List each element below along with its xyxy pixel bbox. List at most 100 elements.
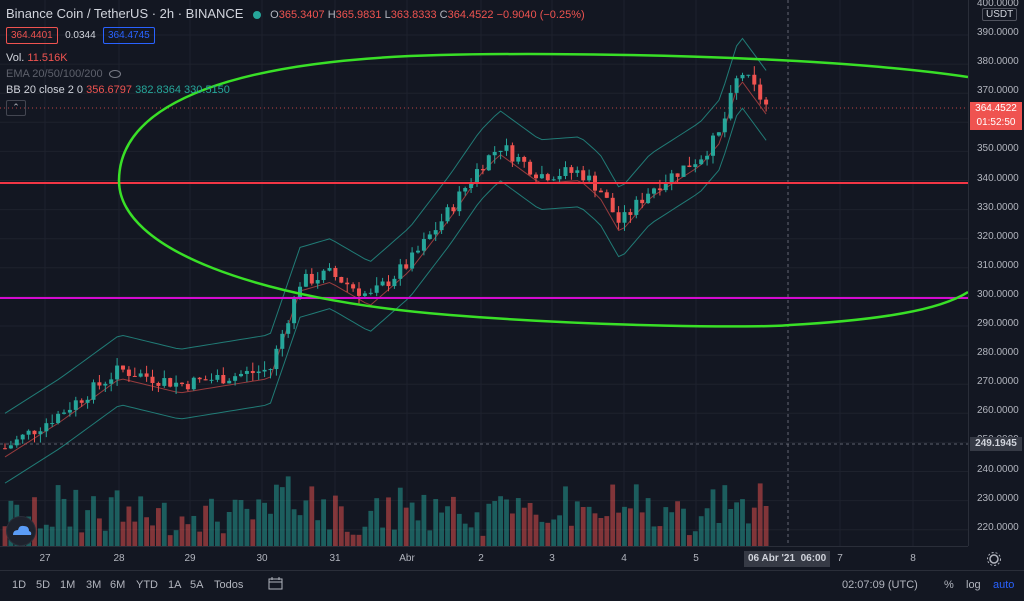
- range-button-1d[interactable]: 1D: [12, 579, 27, 591]
- volume-bar: [209, 498, 214, 546]
- candle-body: [486, 155, 491, 171]
- volume-bar: [315, 520, 321, 546]
- candle-body: [463, 188, 468, 192]
- volume-bar: [675, 501, 680, 546]
- price-tick: 230.0000: [977, 492, 1019, 504]
- ema-legend[interactable]: EMA 20/50/100/200: [6, 68, 585, 80]
- bb-basis: [4, 81, 767, 458]
- utc-clock[interactable]: 02:07:09 (UTC): [842, 579, 918, 591]
- volume-bar: [191, 515, 197, 546]
- price-tick: 270.0000: [977, 376, 1019, 388]
- price-tick: 260.0000: [977, 405, 1019, 417]
- candle-body: [138, 373, 143, 377]
- volume-bar: [61, 498, 67, 546]
- candle-body: [510, 145, 515, 162]
- market-open-icon: [252, 10, 261, 19]
- time-tick: Abr: [399, 553, 415, 564]
- candle-body: [587, 175, 592, 181]
- candle-body: [115, 365, 120, 380]
- time-tick: 3: [549, 553, 555, 564]
- chart-area[interactable]: Binance Coin / TetherUS · 2h · BINANCE O…: [0, 0, 968, 546]
- bb-upper-band: [4, 37, 767, 414]
- candle-body: [174, 382, 179, 387]
- collapse-legend-button[interactable]: ⌃: [6, 100, 26, 116]
- candle-body: [575, 170, 580, 173]
- price-axis[interactable]: USDT 400.0000390.0000380.0000370.0000360…: [968, 0, 1024, 546]
- volume-bar: [574, 501, 580, 546]
- price-tick: 310.0000: [977, 259, 1019, 271]
- candle-body: [73, 400, 78, 410]
- auto-scale-toggle[interactable]: auto: [993, 579, 1015, 591]
- last-price-label: 364.4522: [970, 102, 1022, 116]
- candle-body: [469, 182, 474, 189]
- candle-body: [315, 280, 320, 284]
- candle-body: [374, 285, 379, 293]
- candle-body: [427, 234, 432, 240]
- candle-body: [180, 382, 184, 384]
- candle-body: [657, 188, 662, 191]
- candle-body: [298, 286, 302, 298]
- candle-body: [752, 74, 757, 85]
- volume-bar: [250, 519, 256, 546]
- volume-bar: [645, 498, 651, 546]
- range-button-ytd[interactable]: YTD: [136, 579, 158, 591]
- symbol-title[interactable]: Binance Coin / TetherUS · 2h · BINANCE: [6, 6, 244, 21]
- candle-body: [67, 409, 72, 413]
- candle-body: [598, 190, 603, 193]
- volume-bar: [687, 535, 692, 546]
- volume-bar: [698, 516, 704, 546]
- volume-bar: [321, 499, 326, 546]
- volume-bar: [55, 485, 61, 546]
- range-button-5d[interactable]: 5D: [36, 579, 51, 591]
- volume-bar: [663, 507, 669, 546]
- price-tick: 380.0000: [977, 56, 1019, 68]
- settings-gear-icon[interactable]: [986, 551, 1002, 567]
- range-button-5a[interactable]: 5A: [190, 579, 204, 591]
- candle-body: [26, 430, 31, 435]
- volume-bar: [79, 532, 85, 546]
- time-tick: 27: [39, 553, 51, 564]
- candle-body: [516, 156, 521, 162]
- volume-bar: [445, 506, 450, 546]
- time-tick: 29: [184, 553, 196, 564]
- time-tick: 30: [256, 553, 268, 564]
- candle-body: [38, 431, 43, 435]
- price-chart[interactable]: [0, 0, 968, 546]
- price-tick: 240.0000: [977, 463, 1019, 475]
- volume-bar: [150, 525, 155, 546]
- buy-price-button[interactable]: 364.4745: [103, 27, 155, 44]
- candle-body: [333, 268, 338, 277]
- sell-price-button[interactable]: 364.4401: [6, 27, 58, 44]
- volume-bar: [126, 506, 132, 546]
- price-tick: 290.0000: [977, 318, 1019, 329]
- currency-label[interactable]: USDT: [982, 8, 1018, 21]
- range-button-todos[interactable]: Todos: [214, 579, 244, 591]
- volume-bar: [498, 496, 503, 546]
- bb-legend[interactable]: BB 20 close 2 0 356.6797 382.8364 330.51…: [6, 84, 230, 96]
- time-axis[interactable]: 27 28 29 30 31 Abr 2 3 4 5 7 8 06 Abr '21 06:00: [0, 546, 1001, 571]
- candle-body: [321, 270, 326, 281]
- date-range-calendar-icon[interactable]: [268, 577, 284, 591]
- volume-bar: [580, 507, 586, 546]
- volume-bar: [421, 494, 427, 546]
- tradingview-logo[interactable]: [6, 516, 36, 546]
- candle-body: [380, 281, 385, 286]
- range-button-6m[interactable]: 6M: [110, 579, 126, 591]
- volume-bar: [303, 500, 309, 546]
- candle-body: [144, 373, 149, 377]
- volume-bar: [374, 498, 380, 546]
- candle-body: [557, 175, 562, 180]
- volume-bar: [392, 529, 397, 546]
- range-button-1m[interactable]: 1M: [60, 579, 76, 591]
- percent-scale-toggle[interactable]: %: [944, 579, 954, 591]
- range-button-1a[interactable]: 1A: [168, 579, 182, 591]
- hidden-eye-icon[interactable]: [108, 70, 121, 79]
- candle-body: [628, 212, 633, 215]
- volume-bar: [592, 513, 598, 546]
- time-tick: 5: [693, 553, 699, 564]
- volume-bar: [474, 512, 480, 546]
- volume-legend[interactable]: Vol. 11.516K: [6, 52, 68, 64]
- volume-bar: [557, 515, 562, 546]
- range-button-3m[interactable]: 3M: [86, 579, 102, 591]
- log-scale-toggle[interactable]: log: [966, 579, 981, 591]
